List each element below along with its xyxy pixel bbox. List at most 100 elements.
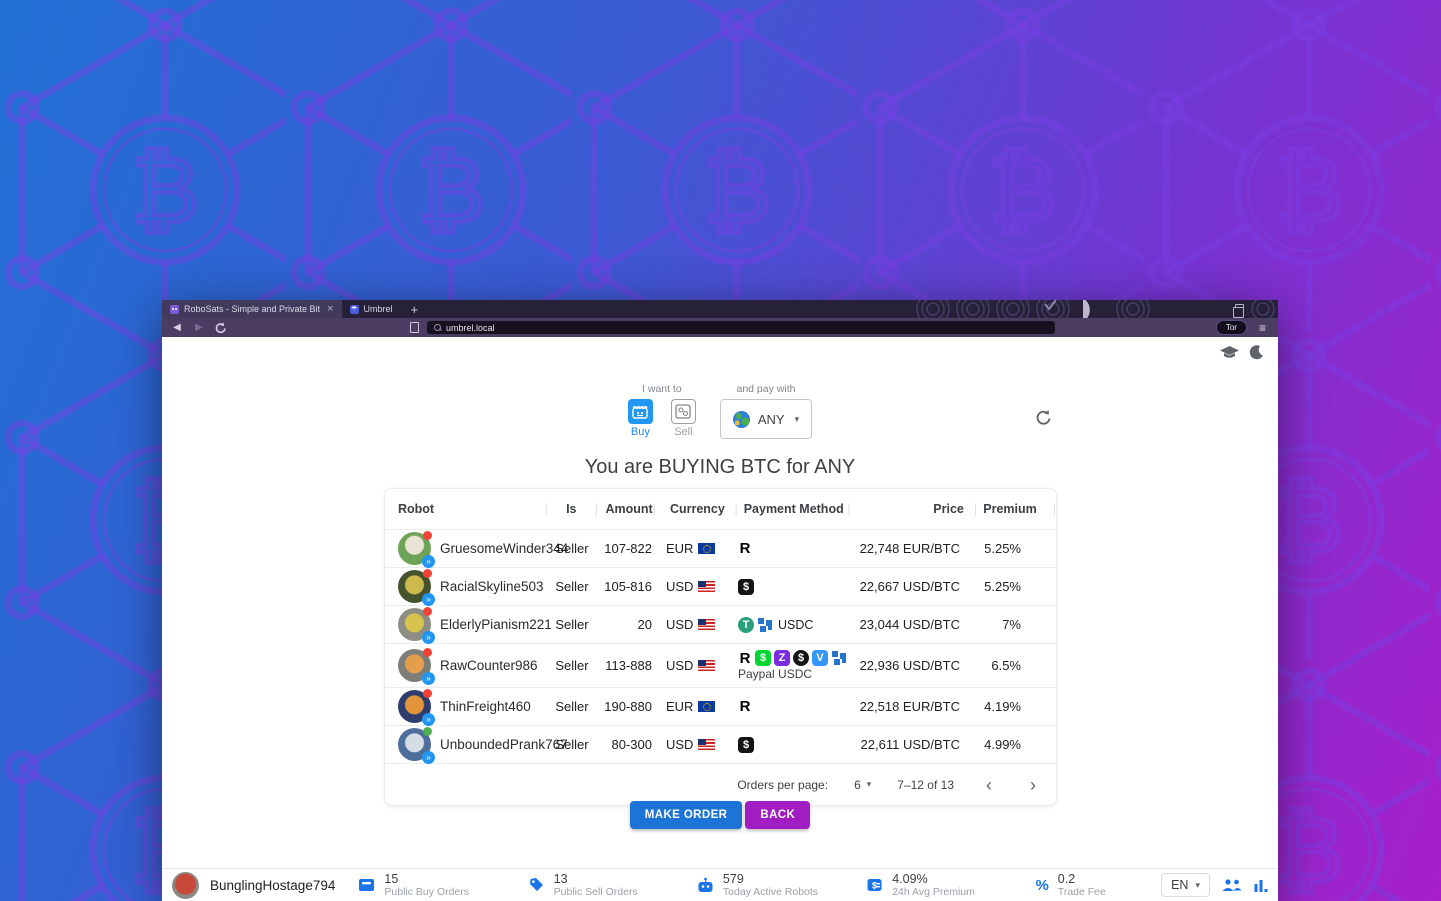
currency-cell: EUR xyxy=(666,541,694,556)
column-header-currency[interactable]: Currency xyxy=(669,502,725,516)
buy-label: Buy xyxy=(630,426,650,438)
table-row[interactable]: » RacialSkyline503 Seller 105-816 USD $ … xyxy=(385,567,1056,606)
table-row[interactable]: » ThinFreight460 Seller 190-880 EUR R 22… xyxy=(385,687,1056,726)
learn-graduation-cap-icon[interactable] xyxy=(1220,345,1239,360)
robosats-status-bar: BunglingHostage794 15 Public Buy Orders … xyxy=(162,868,1278,901)
refresh-icon[interactable] xyxy=(1034,409,1051,426)
currency-cell: USD xyxy=(666,617,694,632)
premium-cell: 7% xyxy=(1002,617,1021,632)
premium-price-icon: $ xyxy=(867,879,882,891)
sell-orders-tag-icon xyxy=(529,878,543,891)
stat-label: Public Buy Orders xyxy=(384,886,470,899)
table-row[interactable]: » UnboundedPrank767 Seller 80-300 USD $ … xyxy=(385,725,1056,764)
price-cell: 22,518 EUR/BTC xyxy=(859,699,960,714)
payment-method-text: Paypal USDC xyxy=(738,667,813,681)
us-flag-icon xyxy=(698,619,716,630)
stat-label: 24h Avg Premium xyxy=(892,886,975,899)
is-cell: Seller xyxy=(555,579,589,594)
nav-forward-icon[interactable]: ▶ xyxy=(195,322,203,333)
stat-public-sell-orders[interactable]: 13 Public Sell Orders xyxy=(528,872,697,898)
currency-cell: USD xyxy=(666,737,694,752)
chevron-down-icon: ▾ xyxy=(1195,879,1200,890)
tor-circuit-button[interactable]: Tor xyxy=(1215,320,1247,335)
currency-cell: EUR xyxy=(666,699,694,714)
bookmark-icon[interactable] xyxy=(410,322,419,333)
is-cell: Seller xyxy=(555,617,589,632)
cashapp-icon: $ xyxy=(755,650,771,666)
stat-value: 15 xyxy=(384,871,399,886)
buy-toggle[interactable]: Buy xyxy=(627,399,653,438)
avatar: » xyxy=(398,689,435,726)
price-cell: 23,044 USD/BTC xyxy=(859,617,960,632)
next-page-icon[interactable]: › xyxy=(1030,774,1036,795)
price-cell: 22,748 EUR/BTC xyxy=(859,541,960,556)
community-people-icon[interactable] xyxy=(1222,878,1242,892)
table-pagination: Orders per page: 6 ▾ 7–12 of 13 ‹ › xyxy=(385,763,1056,805)
stat-24h-avg-premium[interactable]: $ 4.09% 24h Avg Premium xyxy=(866,872,1035,898)
flying-money-icon: $ xyxy=(793,650,809,666)
avatar: » xyxy=(398,648,435,685)
price-cell: 22,611 USD/BTC xyxy=(860,737,960,752)
revolut-icon: R xyxy=(739,540,751,557)
stat-label: Trade Fee xyxy=(1057,886,1106,899)
window-restore-button[interactable] xyxy=(1233,304,1244,318)
titlebar-onion-decoration xyxy=(916,300,1275,318)
per-page-select[interactable]: 6 ▾ xyxy=(854,777,872,792)
nav-back-icon[interactable]: ◀ xyxy=(173,322,181,333)
chevrons-badge-icon: » xyxy=(422,751,435,764)
language-select[interactable]: EN ▾ xyxy=(1161,873,1210,897)
column-separator: | xyxy=(652,502,656,516)
eu-flag-icon xyxy=(698,543,716,554)
column-separator: | xyxy=(847,502,851,516)
status-dot xyxy=(423,689,432,698)
username: BunglingHostage794 xyxy=(210,877,336,893)
column-header-price[interactable]: Price xyxy=(933,502,964,516)
language-value: EN xyxy=(1171,878,1189,892)
sell-toggle[interactable]: Sell xyxy=(670,399,696,438)
tab-robosats[interactable]: RoboSats - Simple and Private Bit × xyxy=(162,300,342,318)
amount-cell: 107-822 xyxy=(604,541,652,556)
tab-title: Umbrel xyxy=(363,304,393,314)
tor-browser-window: RoboSats - Simple and Private Bit × ☂ Um… xyxy=(162,300,1278,901)
back-button[interactable]: BACK xyxy=(745,801,811,829)
robosats-favicon xyxy=(170,304,179,314)
url-bar[interactable]: umbrel.local xyxy=(427,321,1055,334)
table-header-row: Robot | Is | Amount | Currency | Payment… xyxy=(385,489,1056,529)
is-cell: Seller xyxy=(555,699,589,714)
stat-today-active-robots[interactable]: 579 Today Active Robots xyxy=(697,872,866,898)
column-header-payment-method[interactable]: Payment Method xyxy=(743,502,844,516)
column-header-robot[interactable]: Robot xyxy=(398,502,435,516)
new-tab-button[interactable]: + xyxy=(410,301,419,317)
nav-reload-icon[interactable] xyxy=(214,322,226,334)
table-row[interactable]: » GruesomeWinder344 Seller 107-822 EUR R… xyxy=(385,529,1056,568)
robosats-page: I want to Buy xyxy=(162,337,1278,868)
user-profile[interactable]: BunglingHostage794 xyxy=(172,871,358,899)
column-header-is[interactable]: Is xyxy=(566,502,577,516)
robot-name: ThinFreight460 xyxy=(440,699,531,714)
stat-trade-fee[interactable]: % 0.2 Trade Fee xyxy=(1035,872,1159,898)
payment-currency-value: ANY xyxy=(757,411,785,427)
stat-public-buy-orders[interactable]: 15 Public Buy Orders xyxy=(358,872,527,898)
dark-mode-moon-icon[interactable] xyxy=(1249,345,1264,360)
tab-umbrel[interactable]: ☂ Umbrel xyxy=(342,300,401,318)
column-separator: | xyxy=(734,502,738,516)
payment-currency-select[interactable]: ANY ▾ xyxy=(719,399,813,439)
column-header-premium[interactable]: Premium xyxy=(983,502,1037,516)
column-header-amount[interactable]: Amount xyxy=(605,502,653,516)
hamburger-menu-icon[interactable]: ≡ xyxy=(1258,320,1266,335)
zelle-icon: Z xyxy=(774,650,790,666)
usdc-icon xyxy=(757,617,773,633)
tether-icon: T xyxy=(738,616,754,633)
us-flag-icon xyxy=(698,739,716,750)
previous-page-icon[interactable]: ‹ xyxy=(986,774,992,795)
chevron-down-icon: ▾ xyxy=(866,779,872,789)
exchange-stats-chart-icon[interactable] xyxy=(1254,878,1268,892)
tab-title: RoboSats - Simple and Private Bit xyxy=(184,304,321,314)
tab-close-icon[interactable]: × xyxy=(327,303,334,315)
table-row[interactable]: » ElderlyPianism221 Seller 20 USD T USDC… xyxy=(385,605,1056,644)
make-order-button[interactable]: MAKE ORDER xyxy=(629,801,743,829)
us-flag-icon xyxy=(698,581,716,592)
page-title: You are BUYING BTC for ANY xyxy=(584,456,856,478)
table-row[interactable]: » RawCounter986 Seller 113-888 USD R $ Z… xyxy=(385,643,1056,687)
chevrons-badge-icon: » xyxy=(422,713,435,726)
